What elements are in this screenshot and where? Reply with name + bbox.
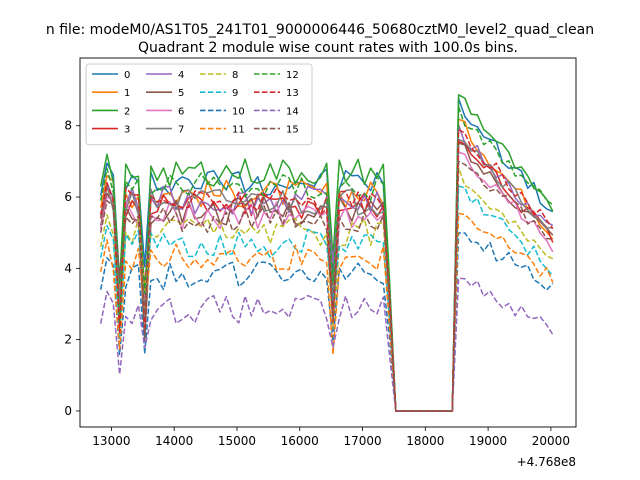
x-tick-label: 19000 [469, 434, 507, 448]
series-line-10 [99, 232, 554, 412]
legend-label-2: 2 [124, 106, 130, 117]
x-tick-label: 16000 [281, 434, 319, 448]
legend-label-7: 7 [178, 125, 184, 136]
legend-frame [85, 63, 313, 146]
legend-label-0: 0 [124, 70, 130, 81]
y-tick-label: 4 [64, 261, 72, 275]
legend-label-12: 12 [286, 70, 299, 81]
legend-label-9: 9 [232, 88, 238, 99]
y-axis: 0 2 4 6 8 [64, 119, 80, 418]
series-layer [99, 94, 554, 412]
chart-suptitle: n file: modeM0/AS1T05_241T01_9000006446_… [46, 22, 594, 38]
series-line-13 [99, 128, 554, 412]
series-line-15 [99, 160, 553, 412]
legend-label-3: 3 [124, 125, 130, 136]
chart-title: Quadrant 2 module wise count rates with … [138, 40, 518, 56]
x-offset-label: +4.768e8 [517, 455, 576, 469]
legend-label-15: 15 [286, 125, 299, 136]
y-tick-label: 2 [64, 333, 72, 347]
y-tick-label: 6 [64, 190, 72, 204]
x-tick-label: 13000 [92, 434, 130, 448]
legend-label-8: 8 [232, 70, 238, 81]
legend-label-1: 1 [124, 88, 130, 99]
series-line-12 [99, 105, 554, 412]
legend-label-11: 11 [232, 125, 245, 136]
legend-label-4: 4 [178, 70, 184, 81]
x-tick-label: 15000 [218, 434, 256, 448]
legend-label-14: 14 [286, 106, 299, 117]
series-line-2 [99, 94, 554, 412]
legend-label-13: 13 [286, 88, 299, 99]
x-tick-label: 14000 [155, 434, 193, 448]
legend-label-10: 10 [232, 106, 245, 117]
x-tick-label: 20000 [532, 434, 570, 448]
y-tick-label: 0 [64, 404, 72, 418]
legend-label-6: 6 [178, 106, 184, 117]
x-tick-label: 17000 [343, 434, 381, 448]
legend-label-5: 5 [178, 88, 184, 99]
series-line-14 [99, 277, 554, 412]
series-line-11 [99, 212, 554, 412]
y-tick-label: 8 [64, 119, 72, 133]
plot-frame [79, 57, 577, 428]
x-tick-label: 18000 [406, 434, 444, 448]
x-axis: 13000 14000 15000 16000 17000 18000 19000 20000 [92, 427, 570, 448]
